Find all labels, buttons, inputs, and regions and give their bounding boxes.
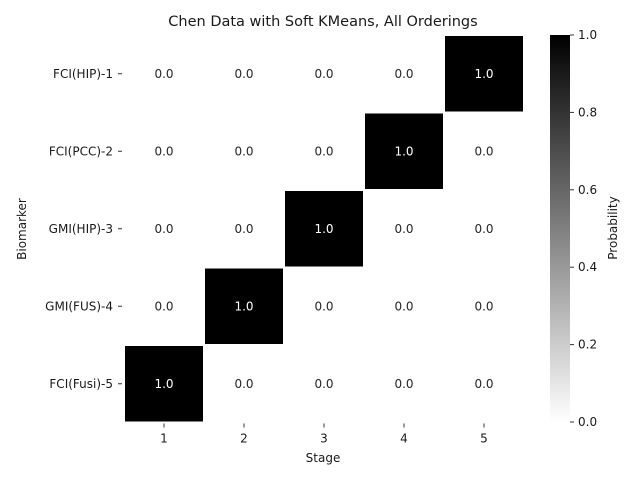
heatmap-cell <box>443 111 525 191</box>
heatmap-cell <box>283 111 365 191</box>
x-axis-label: Stage <box>306 451 341 465</box>
x-tick-label: 4 <box>400 432 408 446</box>
heatmap-cell <box>203 344 285 424</box>
cell-value-label: 1.0 <box>474 67 493 81</box>
colorbar-tick-label: 0.4 <box>578 260 597 274</box>
x-tick-label: 5 <box>480 432 488 446</box>
cell-value-label: 0.0 <box>154 67 173 81</box>
colorbar-tick-label: 0.6 <box>578 183 597 197</box>
cell-value-label: 0.0 <box>314 144 333 158</box>
cell-value-label: 0.0 <box>314 299 333 313</box>
y-tick-label: FCI(Fusi)-5 <box>49 377 113 391</box>
cell-value-label: 0.0 <box>154 222 173 236</box>
y-tick-label: FCI(PCC)-2 <box>49 144 113 158</box>
cell-value-label: 0.0 <box>234 144 253 158</box>
cell-value-label: 0.0 <box>474 299 493 313</box>
cell-value-label: 0.0 <box>394 377 413 391</box>
y-tick-label: FCI(HIP)-1 <box>53 67 113 81</box>
y-axis: FCI(HIP)-1 FCI(PCC)-2 GMI(HIP)-3 GMI(FUS)-4… <box>45 67 122 391</box>
heatmap-cell <box>203 189 285 269</box>
heatmap-cell <box>283 266 365 346</box>
cell-value-label: 0.0 <box>474 377 493 391</box>
cell-value-label: 1.0 <box>234 299 253 313</box>
x-tick-label: 3 <box>320 432 328 446</box>
cell-value-label: 0.0 <box>394 67 413 81</box>
colorbar-tick-label: 0.8 <box>578 105 597 119</box>
heatmap-cell <box>123 34 205 114</box>
y-tick-label: GMI(FUS)-4 <box>45 299 113 313</box>
cell-value-label: 1.0 <box>154 377 173 391</box>
heatmap-cell <box>203 266 285 346</box>
heatmap-cell-labels: 0.0 0.0 0.0 0.0 1.0 0.0 0.0 0.0 1.0 0.0 0.0 0.0 1.0 0… <box>154 67 493 391</box>
colorbar: 0.0 0.2 0.4 0.6 0.8 1.0 <box>550 28 597 429</box>
colorbar-tick-label: 1.0 <box>578 28 597 42</box>
y-axis-label: Biomarker <box>15 198 29 260</box>
cell-value-label: 0.0 <box>474 222 493 236</box>
x-axis: 1 2 3 4 5 <box>160 423 488 446</box>
colorbar-gradient <box>550 35 570 422</box>
cell-value-label: 0.0 <box>234 377 253 391</box>
cell-value-label: 0.0 <box>314 67 333 81</box>
heatmap-cell <box>123 344 205 424</box>
heatmap-cell <box>443 344 525 424</box>
cell-value-label: 0.0 <box>234 222 253 236</box>
chart-title: Chen Data with Soft KMeans, All Ordering… <box>168 14 477 30</box>
heatmap-cell <box>283 344 365 424</box>
heatmap-cell <box>443 266 525 346</box>
cell-value-label: 0.0 <box>474 144 493 158</box>
heatmap-cell <box>123 111 205 191</box>
y-tick-label: GMI(HIP)-3 <box>49 222 113 236</box>
cell-value-label: 0.0 <box>234 67 253 81</box>
heatmap-cell <box>123 266 205 346</box>
x-tick-label: 1 <box>160 432 168 446</box>
cell-value-label: 1.0 <box>314 222 333 236</box>
heatmap-cell <box>363 266 445 346</box>
heatmap-cell <box>363 189 445 269</box>
cell-value-label: 0.0 <box>314 377 333 391</box>
heatmap-cells <box>123 34 525 424</box>
x-tick-label: 2 <box>240 432 248 446</box>
colorbar-tick-label: 0.0 <box>578 415 597 429</box>
heatmap-cell <box>203 34 285 114</box>
cell-value-label: 0.0 <box>394 222 413 236</box>
cell-value-label: 1.0 <box>394 144 413 158</box>
colorbar-tick-label: 0.2 <box>578 338 597 352</box>
cell-value-label: 0.0 <box>394 299 413 313</box>
colorbar-label: Probability <box>606 196 620 259</box>
cell-value-label: 0.0 <box>154 144 173 158</box>
cell-value-label: 0.0 <box>154 299 173 313</box>
